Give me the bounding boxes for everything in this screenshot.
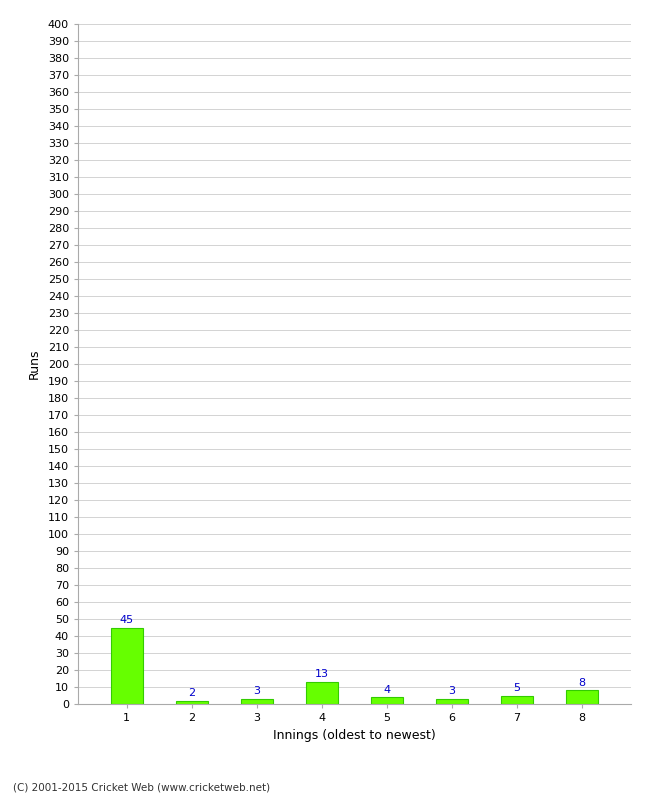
Y-axis label: Runs: Runs bbox=[28, 349, 41, 379]
Bar bbox=[436, 699, 468, 704]
Text: 13: 13 bbox=[315, 670, 329, 679]
Bar bbox=[176, 701, 208, 704]
Text: 45: 45 bbox=[120, 615, 134, 625]
Text: 2: 2 bbox=[188, 688, 195, 698]
Text: 5: 5 bbox=[514, 683, 520, 693]
Bar bbox=[370, 697, 403, 704]
Text: (C) 2001-2015 Cricket Web (www.cricketweb.net): (C) 2001-2015 Cricket Web (www.cricketwe… bbox=[13, 782, 270, 792]
Text: 3: 3 bbox=[254, 686, 260, 696]
Text: 8: 8 bbox=[578, 678, 585, 688]
Bar bbox=[240, 699, 273, 704]
Text: 3: 3 bbox=[448, 686, 455, 696]
Bar bbox=[306, 682, 338, 704]
Bar bbox=[500, 695, 533, 704]
Bar bbox=[566, 690, 598, 704]
X-axis label: Innings (oldest to newest): Innings (oldest to newest) bbox=[273, 729, 436, 742]
Bar bbox=[111, 627, 143, 704]
Text: 4: 4 bbox=[384, 685, 390, 694]
